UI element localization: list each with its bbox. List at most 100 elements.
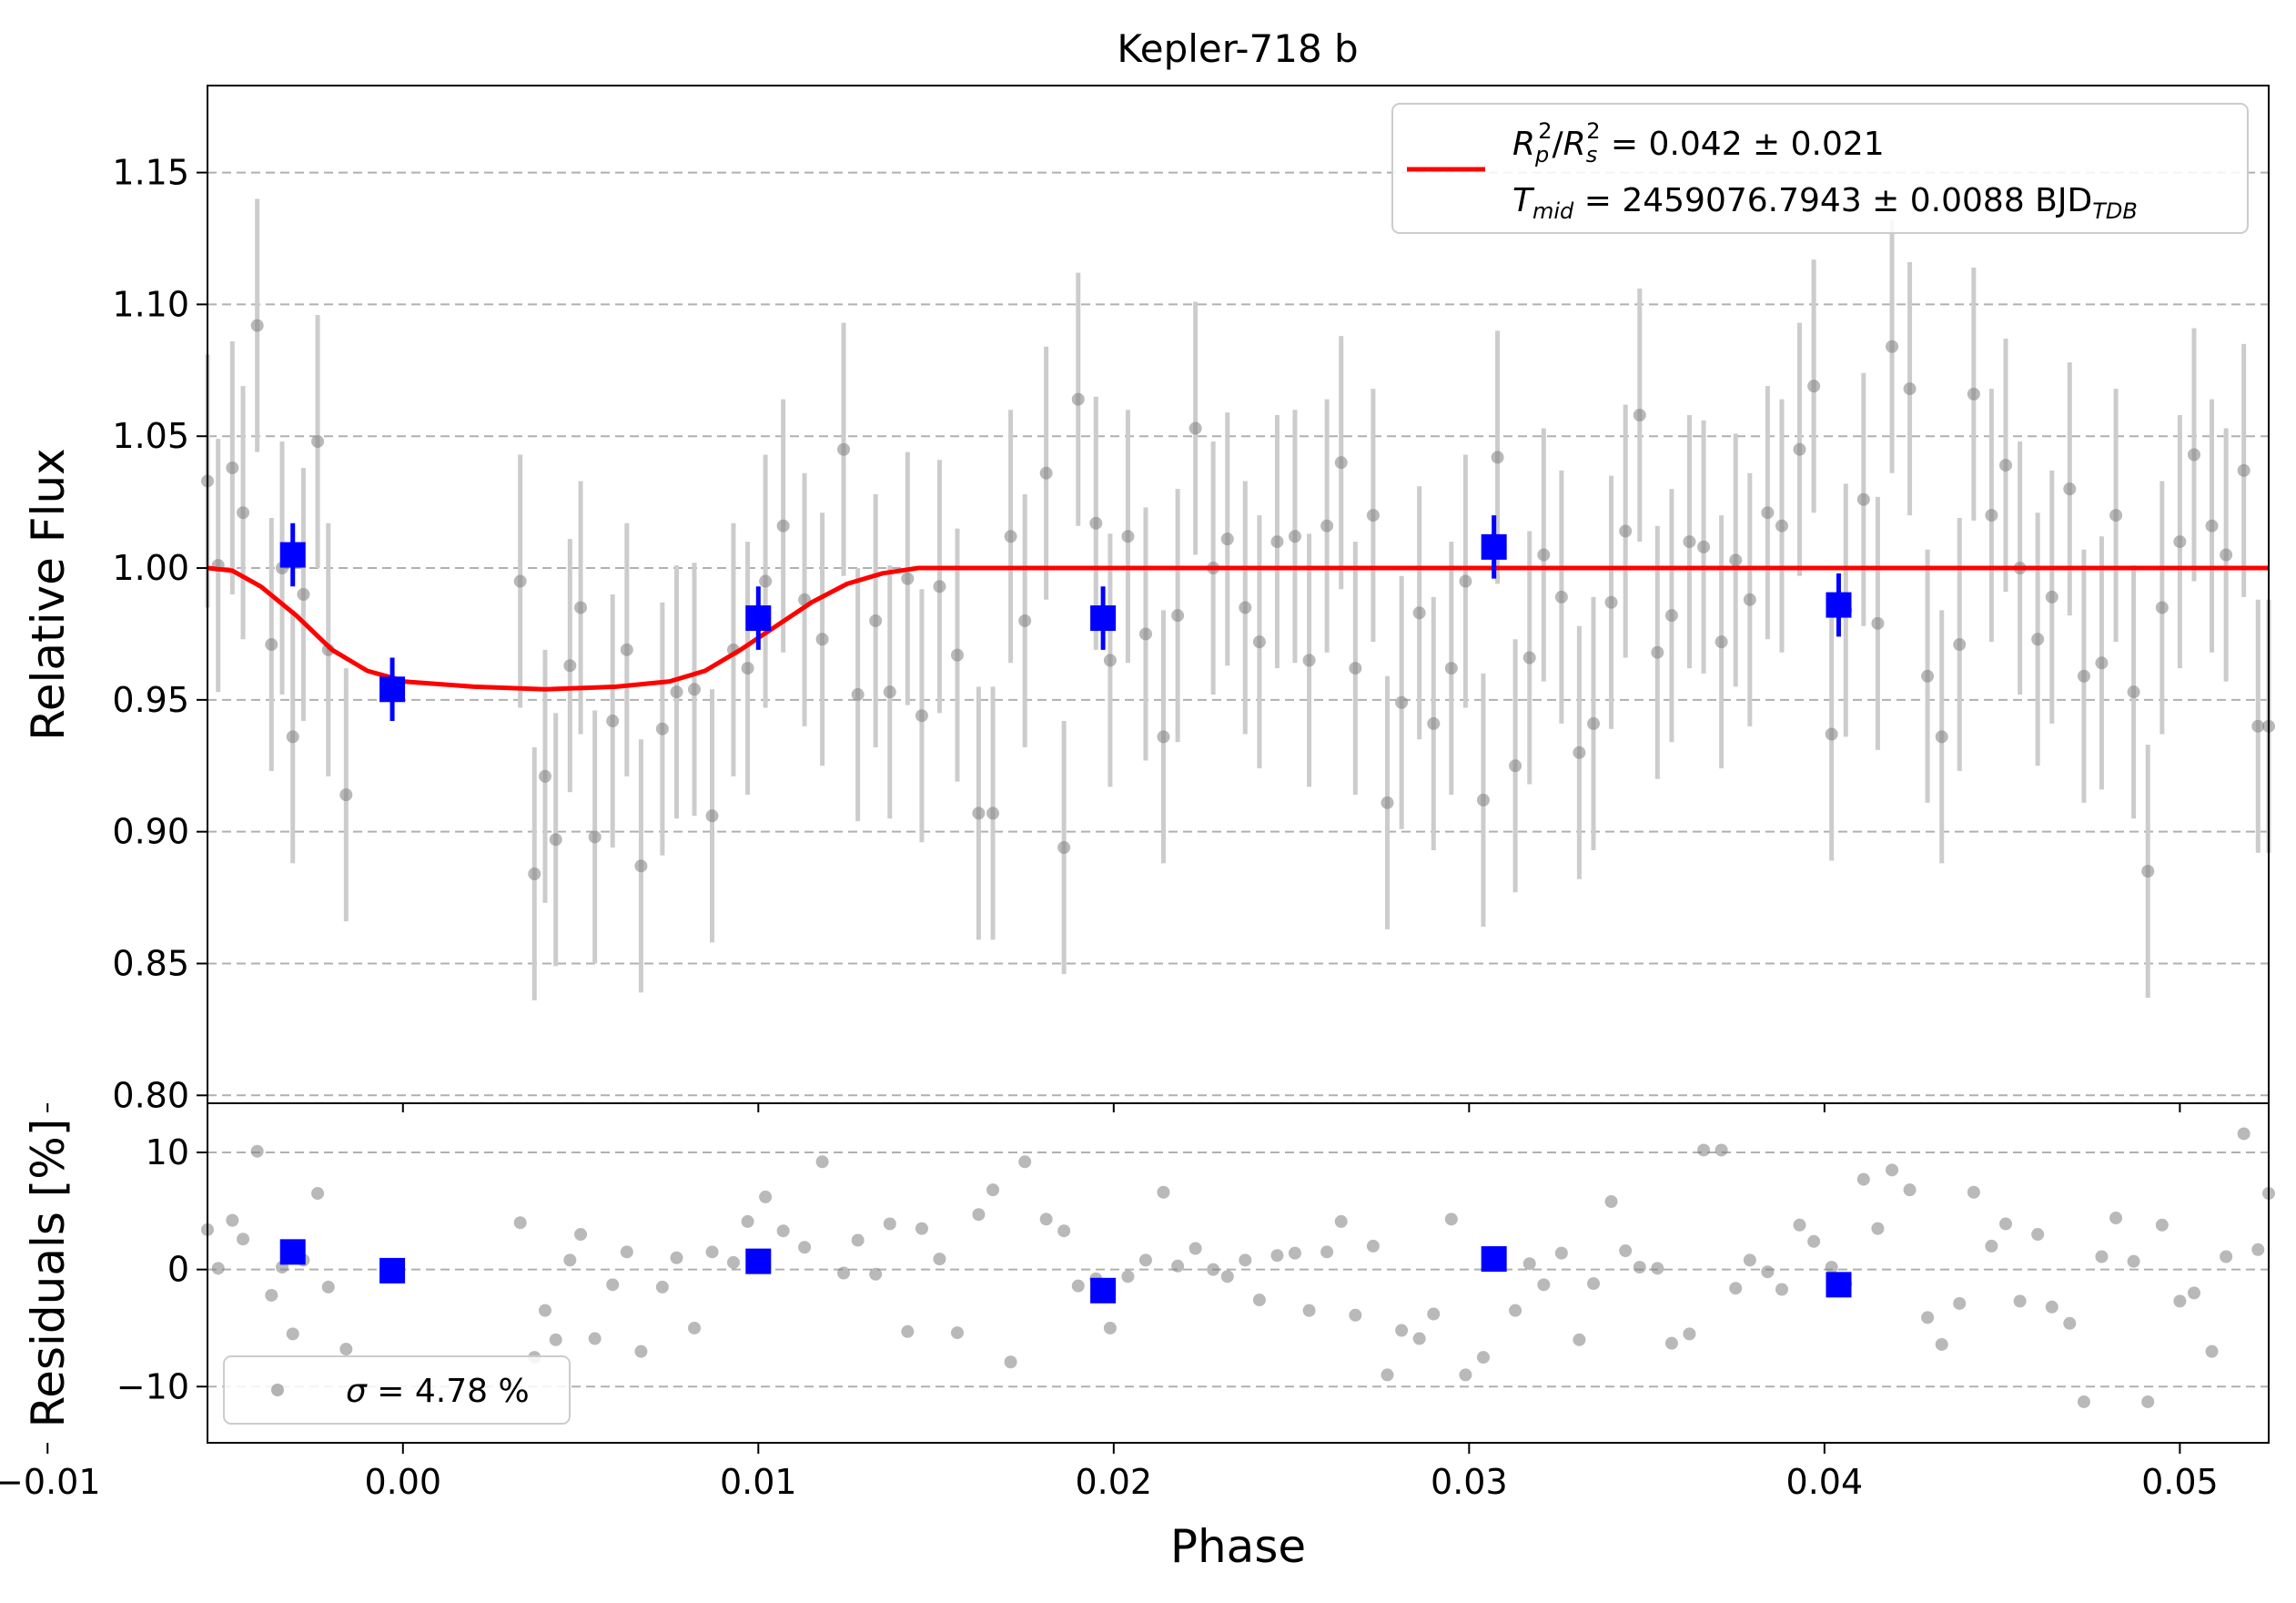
flux-data-point <box>574 601 588 614</box>
flux-data-point <box>606 715 620 728</box>
flux-data-point <box>2237 463 2250 477</box>
flux-data-point <box>634 859 648 873</box>
flux-data-point <box>1683 535 1696 549</box>
residuals-binned-points <box>279 1239 1852 1304</box>
residual-data-point <box>2187 1286 2200 1300</box>
phase-x-tick-label: 0.01 <box>720 1462 797 1502</box>
residual-data-point <box>1743 1253 1756 1267</box>
flux-binned-point <box>1090 605 1117 632</box>
residual-data-point <box>1871 1222 1885 1235</box>
residual-binned-point <box>1481 1246 1507 1273</box>
residual-data-point <box>1412 1332 1426 1345</box>
flux-data-point <box>1664 609 1678 623</box>
residual-data-point <box>1807 1234 1821 1248</box>
phase-x-axis-label: Phase <box>1170 1520 1306 1573</box>
residual-data-point <box>1018 1155 1032 1169</box>
residual-data-point <box>1714 1143 1728 1157</box>
flux-data-point <box>226 461 239 474</box>
residual-data-point <box>726 1255 740 1269</box>
flux-data-point <box>1714 635 1728 649</box>
residual-data-point <box>2141 1395 2155 1408</box>
residual-binned-point <box>1826 1272 1852 1298</box>
flux-data-point <box>1743 593 1756 606</box>
flux-y-tick-label: 0.85 <box>112 943 189 983</box>
residual-data-point <box>1903 1183 1917 1197</box>
residual-data-point <box>915 1222 928 1235</box>
flux-data-point <box>670 685 683 699</box>
residual-binned-point <box>745 1248 772 1274</box>
flux-data-point <box>1619 524 1633 538</box>
residual-data-point <box>705 1245 719 1259</box>
residual-data-point <box>1004 1355 1017 1369</box>
flux-panel: 0.80 0.85 0.90 0.95 1.00 1.05 1.10 1.15 Relativ… <box>22 85 2275 1115</box>
phase-x-tick-label: 0.03 <box>1431 1462 1508 1502</box>
residual-data-point <box>1664 1336 1678 1350</box>
sigma-legend-text: σ = 4.78 % <box>346 1373 530 1410</box>
flux-data-point <box>297 588 310 601</box>
residual-data-point <box>1651 1262 1664 1275</box>
flux-data-point <box>837 442 851 456</box>
residual-data-point <box>620 1245 633 1259</box>
flux-data-point <box>2141 865 2155 878</box>
flux-data-point <box>2251 719 2265 733</box>
residual-data-point <box>339 1343 353 1356</box>
phase-x-tick-label: 0.00 <box>364 1462 441 1502</box>
residual-data-point <box>1381 1368 1394 1382</box>
flux-data-point <box>1381 796 1394 809</box>
phase-x-tick-label: 0.05 <box>2141 1462 2219 1502</box>
residual-data-point <box>933 1253 946 1266</box>
residual-data-point <box>798 1241 812 1254</box>
flux-data-point <box>1985 509 1998 522</box>
residual-data-point <box>1239 1253 1252 1267</box>
residual-data-point <box>1039 1212 1053 1226</box>
flux-data-point <box>776 519 790 533</box>
residual-data-point <box>1444 1212 1458 1226</box>
residual-data-point <box>1729 1282 1743 1295</box>
residuals-y-tick-label: 10 <box>146 1132 189 1172</box>
flux-data-point <box>901 572 915 585</box>
residual-data-point <box>1633 1261 1646 1274</box>
residual-data-point <box>1220 1270 1234 1283</box>
residual-data-point <box>1288 1246 1301 1260</box>
residual-data-point <box>670 1251 683 1264</box>
residual-data-point <box>2251 1243 2265 1256</box>
chart-title: Kepler-718 b <box>1117 26 1358 71</box>
residual-data-point <box>776 1224 790 1238</box>
residual-data-point <box>563 1253 577 1267</box>
residual-data-point <box>588 1332 602 1345</box>
flux-data-point <box>1537 548 1551 562</box>
flux-y-tick-label: 1.10 <box>112 284 189 324</box>
flux-y-tick-label: 1.05 <box>112 416 189 456</box>
flux-data-point <box>2173 535 2187 549</box>
flux-data-point <box>815 633 829 646</box>
residual-data-point <box>1395 1324 1409 1337</box>
fit-legend-box <box>1391 103 2249 234</box>
flux-data-point <box>1349 662 1362 675</box>
flux-data-point <box>2077 669 2090 683</box>
flux-data-point <box>286 730 299 744</box>
residual-data-point <box>1270 1249 1284 1263</box>
flux-data-point <box>950 648 964 662</box>
flux-data-point <box>1697 540 1711 553</box>
residual-data-point <box>1921 1311 1935 1324</box>
residual-data-point <box>2045 1300 2058 1314</box>
residual-data-point <box>1935 1337 1948 1351</box>
flux-data-point <box>705 809 719 823</box>
residual-binned-point <box>1090 1277 1117 1304</box>
residual-data-point <box>1825 1261 1838 1274</box>
flux-y-tick-label: 1.15 <box>112 153 189 193</box>
residual-data-point <box>837 1266 851 1280</box>
flux-data-point <box>2205 519 2219 533</box>
transit-model-curve <box>207 565 2269 692</box>
residuals-x-ticks: −0.01 0.00 0.01 0.02 0.03 0.04 0.05 <box>0 1443 2219 1502</box>
residual-data-point <box>1619 1244 1633 1258</box>
flux-data-point <box>265 638 278 652</box>
residual-data-point <box>2237 1127 2250 1141</box>
flux-data-point <box>620 643 633 656</box>
residual-data-point <box>2063 1316 2077 1330</box>
residual-data-point <box>1138 1253 1152 1267</box>
flux-data-point <box>2095 656 2109 670</box>
residual-data-point <box>1697 1143 1711 1157</box>
transit-model-line <box>207 565 2269 692</box>
